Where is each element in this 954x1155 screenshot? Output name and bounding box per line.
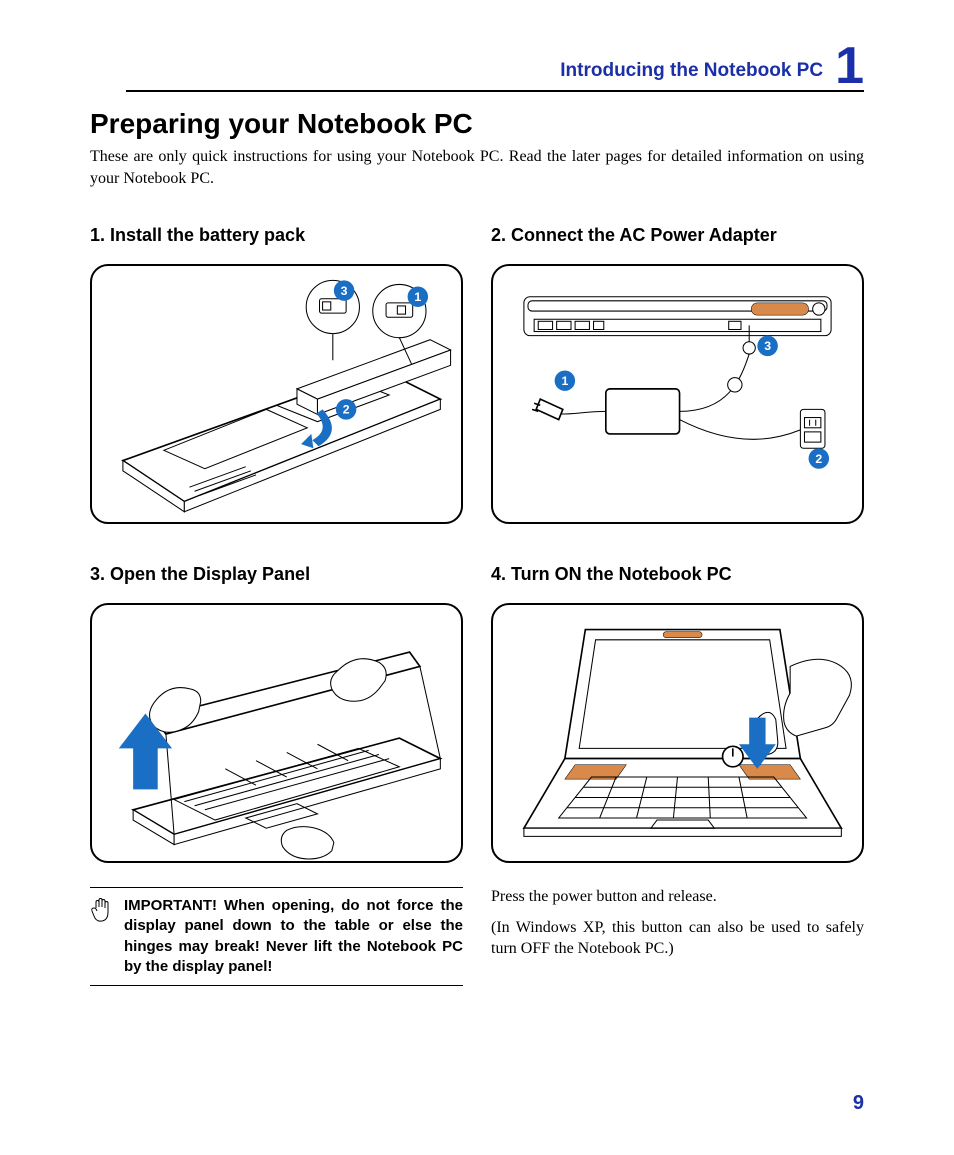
figure-turn-on — [491, 603, 864, 863]
figure-open-display — [90, 603, 463, 863]
chapter-number: 1 — [835, 40, 864, 92]
chapter-header: Introducing the Notebook PC 1 — [126, 40, 864, 92]
press-line-2: (In Windows XP, this button can also be … — [491, 918, 864, 960]
callout-2: 2 — [343, 403, 350, 417]
page-number: 9 — [853, 1092, 864, 1115]
step-3-title: 3. Open the Display Panel — [90, 564, 463, 585]
callout-1b: 1 — [561, 374, 568, 388]
step-2-title: 2. Connect the AC Power Adapter — [491, 225, 864, 246]
figure-install-battery: 3 1 2 — [90, 264, 463, 524]
figure-connect-power: 1 2 3 — [491, 264, 864, 524]
callout-2b: 2 — [815, 452, 822, 466]
steps-grid: 1. Install the battery pack — [90, 225, 864, 986]
chapter-title: Introducing the Notebook PC — [560, 60, 823, 90]
step-4-notes: Press the power button and release. (In … — [491, 887, 864, 959]
step-3: 3. Open the Display Panel — [90, 564, 463, 986]
callout-3: 3 — [341, 284, 348, 298]
step-4-title: 4. Turn ON the Notebook PC — [491, 564, 864, 585]
page-title: Preparing your Notebook PC — [90, 108, 864, 140]
callout-3b: 3 — [764, 339, 771, 353]
callout-1: 1 — [414, 290, 421, 304]
step-1-title: 1. Install the battery pack — [90, 225, 463, 246]
step-4: 4. Turn ON the Notebook PC — [491, 564, 864, 986]
important-text: IMPORTANT! When opening, do not force th… — [124, 896, 463, 977]
intro-text: These are only quick instructions for us… — [90, 146, 864, 189]
step-1: 1. Install the battery pack — [90, 225, 463, 524]
press-line-1: Press the power button and release. — [491, 887, 864, 908]
step-2: 2. Connect the AC Power Adapter — [491, 225, 864, 524]
step-3-notes: IMPORTANT! When opening, do not force th… — [90, 887, 463, 986]
hand-stop-icon — [90, 896, 114, 924]
important-note: IMPORTANT! When opening, do not force th… — [90, 887, 463, 986]
page: Introducing the Notebook PC 1 Preparing … — [0, 0, 954, 1155]
